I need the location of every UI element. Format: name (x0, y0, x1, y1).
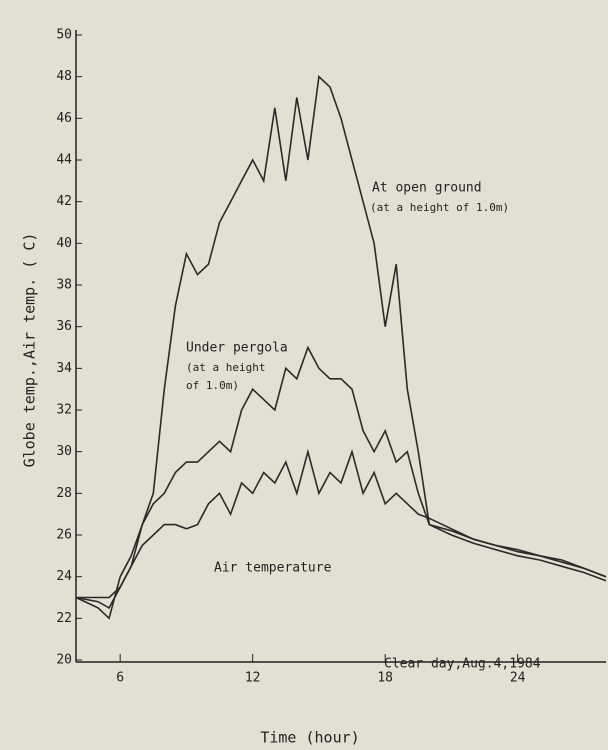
y-tick-label: 40 (56, 236, 72, 251)
y-tick-label: 44 (56, 153, 72, 168)
y-tick-label: 46 (56, 111, 72, 126)
y-tick-label: 26 (56, 528, 72, 543)
series-line (76, 448, 607, 599)
series-line (75, 75, 607, 609)
y-tick-label: 34 (56, 361, 72, 376)
y-tick-label: 22 (56, 611, 72, 626)
y-tick-label: 30 (56, 444, 72, 459)
x-tick-label: 18 (377, 671, 393, 686)
y-tick-label: 50 (56, 28, 72, 43)
annotation: Under pergola (186, 341, 288, 356)
x-axis-label: Time (hour) (260, 729, 359, 747)
x-tick-label: 6 (116, 671, 124, 686)
y-tick-label: 42 (56, 194, 72, 209)
x-tick-label: 12 (245, 671, 261, 686)
y-tick-label: 24 (56, 569, 72, 584)
y-tick-label: 48 (56, 69, 72, 84)
y-axis-label: Globe temp.,Air temp. ( C) (21, 233, 39, 468)
y-tick-label: 28 (56, 486, 72, 501)
annotation: (at a height (186, 361, 265, 374)
y-tick-label: 38 (56, 278, 72, 293)
annotation: Clear day,Aug.4,1984 (384, 657, 541, 672)
y-tick-label: 20 (56, 653, 72, 668)
y-tick-label: 32 (56, 403, 72, 418)
annotation: (at a height of 1.0m) (370, 201, 509, 214)
x-tick-label: 24 (510, 671, 526, 686)
annotation: At open ground (372, 181, 482, 196)
series-line (75, 345, 607, 620)
annotation: of 1.0m) (186, 379, 239, 392)
y-tick-label: 36 (56, 319, 72, 334)
annotation: Air temperature (214, 561, 332, 576)
